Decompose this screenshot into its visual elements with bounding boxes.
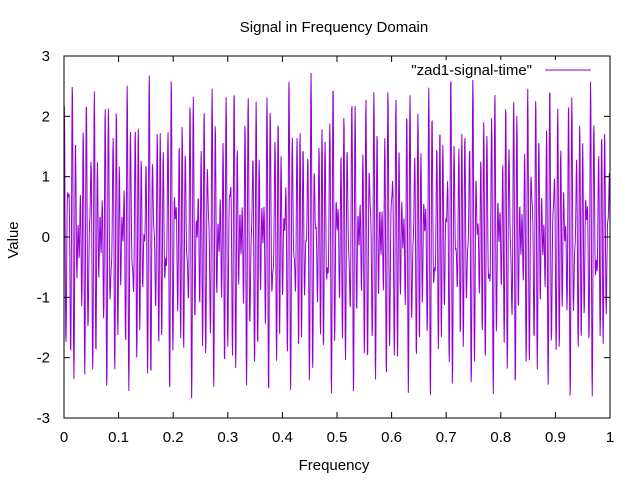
x-tick-label: 0.2 (163, 429, 184, 446)
y-tick-label: 0 (42, 229, 50, 246)
x-tick-label: 0.6 (381, 429, 402, 446)
y-axis-label: Value (5, 221, 22, 258)
x-tick-label: 0.5 (327, 429, 348, 446)
signal-series-line (63, 72, 611, 399)
plot-border (63, 55, 611, 419)
x-axis-label: Frequency (299, 457, 370, 474)
y-tick-label: -3 (37, 410, 50, 427)
x-tick-label: 1 (606, 429, 614, 446)
x-tick-label: 0 (60, 429, 68, 446)
chart-title: Signal in Frequency Domain (240, 19, 428, 36)
ticks-layer: 0 0.1 0.2 0.3 0.4 0.5 0.6 0.7 0.8 0.9 1 -3 -2 -1 0 1 2 3 (37, 48, 615, 446)
x-tick-label: 0.9 (545, 429, 566, 446)
y-tick-label: 2 (42, 108, 50, 125)
legend-label: "zad1-signal-time" (411, 62, 532, 79)
y-tick-label: 1 (42, 169, 50, 186)
x-tick-label: 0.4 (272, 429, 293, 446)
y-tick-label: 3 (42, 48, 50, 65)
legend-background (398, 60, 598, 80)
x-tick-label: 0.7 (436, 429, 457, 446)
x-tick-label: 0.3 (217, 429, 238, 446)
y-tick-label: -1 (37, 289, 50, 306)
legend: "zad1-signal-time" (398, 60, 598, 80)
x-tick-label: 0.8 (490, 429, 511, 446)
series-layer (63, 72, 611, 399)
x-tick-label: 0.1 (108, 429, 129, 446)
y-tick-label: -2 (37, 350, 50, 367)
